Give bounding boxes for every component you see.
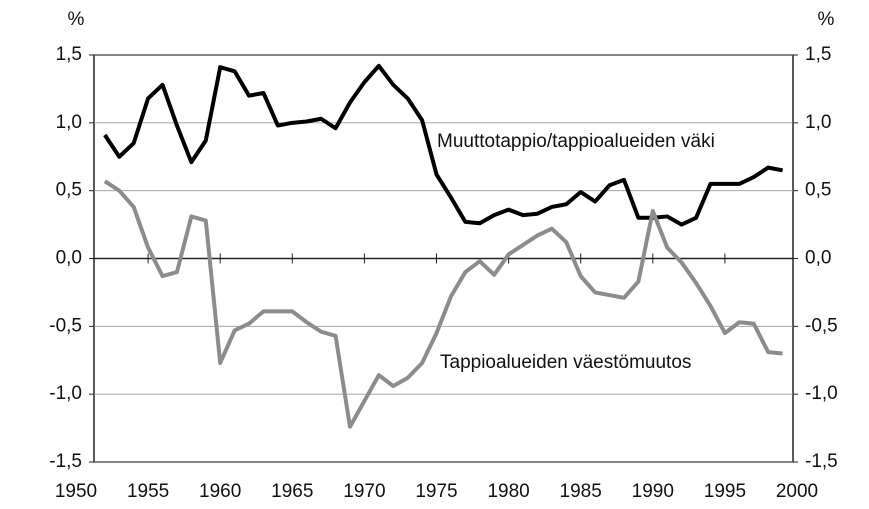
y-tick-label: 0,0 [56, 248, 82, 269]
series-line [103, 179, 783, 429]
x-tick-label: 1950 [55, 481, 97, 502]
y2-tick-label: 1,5 [805, 44, 831, 65]
x-tick-label: 1995 [704, 481, 746, 502]
y2-tick-label: 1,0 [805, 112, 831, 133]
y2-tick-label: -1,5 [805, 451, 838, 472]
x-tick-label: 1975 [415, 481, 457, 502]
y-tick-label: -1,0 [49, 383, 82, 404]
x-tick-label: 1960 [199, 481, 241, 502]
x-tick-label: 2000 [776, 481, 818, 502]
y-tick-label: -1,5 [49, 451, 82, 472]
y2-unit: % [818, 9, 835, 30]
y2-tick-label: -1,0 [805, 383, 838, 404]
y-tick-label: 1,5 [56, 44, 82, 65]
y2-tick-label: 0,5 [805, 180, 831, 201]
y2-tick-label: 0,0 [805, 248, 831, 269]
x-tick-label: 1990 [632, 481, 674, 502]
y2-tick-label: -0,5 [805, 315, 838, 336]
y-tick-label: -0,5 [49, 315, 82, 336]
x-tick-label: 1965 [271, 481, 313, 502]
y-tick-label: 0,5 [56, 180, 82, 201]
y-unit: % [68, 9, 85, 30]
series-label: Tappioalueiden väestömuutos [440, 352, 691, 373]
x-tick-label: 1980 [487, 481, 529, 502]
x-tick-label: 1955 [127, 481, 169, 502]
x-tick-label: 1970 [343, 481, 385, 502]
series-label: Muuttotappio/tappioalueiden väki [437, 131, 715, 152]
y-tick-label: 1,0 [56, 112, 82, 133]
series-line [103, 63, 783, 227]
x-tick-label: 1985 [560, 481, 602, 502]
